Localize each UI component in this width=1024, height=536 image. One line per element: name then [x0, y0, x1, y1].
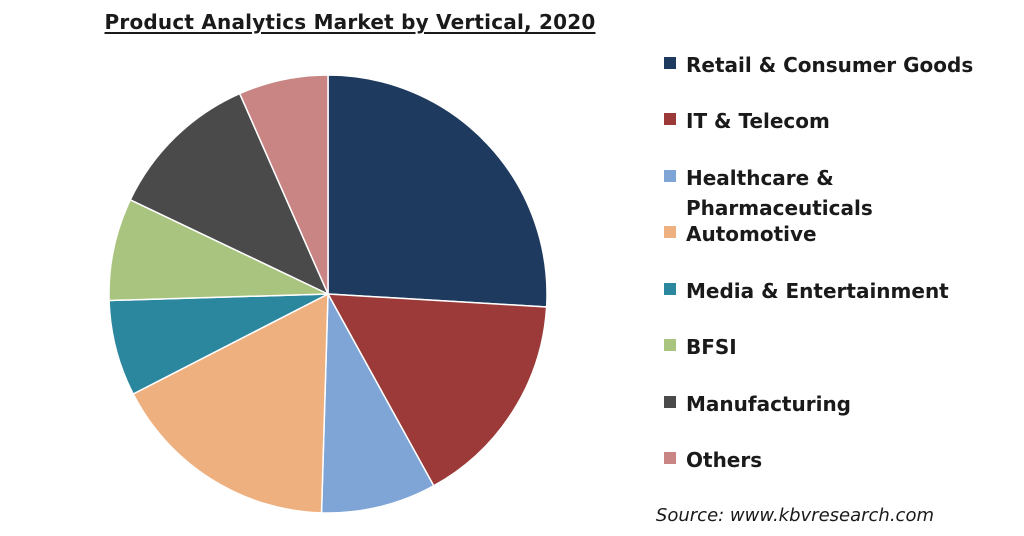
legend-item: Manufacturing	[664, 389, 1006, 419]
legend-item: Media & Entertainment	[664, 276, 1006, 306]
legend-swatch	[664, 283, 676, 295]
legend-item: Retail & Consumer Goods	[664, 50, 1006, 80]
pie-slice-automotive	[132, 292, 329, 514]
legend-swatch	[664, 339, 676, 351]
legend-item: Others	[664, 445, 1006, 475]
legend-item: Automotive	[664, 219, 1006, 249]
legend-label: IT & Telecom	[686, 109, 830, 133]
legend-item: BFSI	[664, 332, 1006, 362]
legend-swatch	[664, 170, 676, 182]
legend-label: Healthcare & Pharmaceuticals	[686, 166, 873, 220]
pie-chart	[108, 74, 548, 514]
pie-slice-others	[238, 74, 329, 295]
pie-slice-bfsi	[108, 198, 329, 302]
legend-swatch	[664, 396, 676, 408]
legend-label: Manufacturing	[686, 392, 851, 416]
source-note: Source: www.kbvresearch.com	[655, 505, 934, 526]
legend-label: Retail & Consumer Goods	[686, 53, 974, 77]
legend-item: IT & Telecom	[664, 106, 1006, 136]
chart-title: Product Analytics Market by Vertical, 20…	[104, 10, 596, 34]
legend-swatch	[664, 57, 676, 69]
legend-label: BFSI	[686, 335, 737, 359]
pie-slice-manufacturing	[129, 92, 330, 296]
legend-swatch	[664, 452, 676, 464]
pie-slice-retail-consumer-goods	[327, 74, 548, 308]
legend-item: Healthcare & Pharmaceuticals	[664, 163, 1006, 223]
pie-slice-healthcare-pharmaceuticals	[320, 291, 435, 514]
legend-swatch	[664, 226, 676, 238]
legend-swatch	[664, 113, 676, 125]
pie-slices-group	[108, 74, 548, 514]
legend-label: Media & Entertainment	[686, 279, 949, 303]
pie-slice-it-telecom	[326, 293, 548, 487]
legend-label: Others	[686, 448, 763, 472]
legend-label: Automotive	[686, 222, 817, 246]
